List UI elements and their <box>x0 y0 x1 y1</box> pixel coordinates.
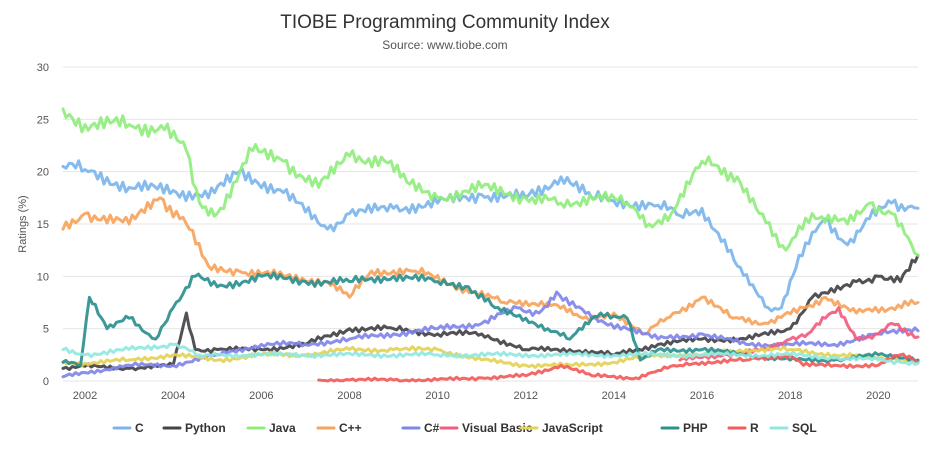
y-tick-label: 25 <box>37 114 49 126</box>
x-tick-label: 2008 <box>337 390 361 402</box>
x-tick-label: 2010 <box>425 390 449 402</box>
legend-label: PHP <box>683 421 708 435</box>
legend-item-r[interactable]: R <box>727 421 759 435</box>
x-tick-label: 2018 <box>778 390 802 402</box>
y-axis-ticks: 0 5 10 15 20 25 30 <box>37 62 49 388</box>
legend-label: Visual Basic <box>462 421 533 435</box>
x-tick-label: 2012 <box>514 390 538 402</box>
legend-item-javascript[interactable]: JavaScript <box>519 421 603 435</box>
legend-item-python[interactable]: Python <box>162 421 226 435</box>
legend-item-c-[interactable]: C++ <box>316 421 362 435</box>
chart-title: TIOBE Programming Community Index <box>280 12 610 33</box>
series-line-c[interactable] <box>61 159 920 313</box>
y-tick-label: 15 <box>37 219 49 231</box>
y-tick-label: 0 <box>43 376 49 388</box>
legend-label: C++ <box>339 421 362 435</box>
x-tick-label: 2016 <box>690 390 714 402</box>
series-lines <box>61 107 920 383</box>
series-line-python[interactable] <box>61 253 920 372</box>
legend: C Python Java C++ C# Visual Basic JavaScript PH… <box>112 421 817 435</box>
y-axis-label: Ratings (%) <box>17 195 29 252</box>
x-tick-label: 2020 <box>866 390 890 402</box>
y-tick-label: 30 <box>37 62 49 74</box>
legend-item-c[interactable]: C <box>112 421 144 435</box>
chart-subtitle: Source: www.tiobe.com <box>382 38 507 52</box>
legend-item-java[interactable]: Java <box>246 421 296 435</box>
y-tick-label: 10 <box>37 271 49 283</box>
y-tick-label: 5 <box>43 324 49 336</box>
legend-item-c-[interactable]: C# <box>401 421 440 435</box>
series-line-r[interactable] <box>317 352 920 383</box>
legend-label: C <box>135 421 144 435</box>
legend-label: C# <box>424 421 440 435</box>
x-tick-label: 2004 <box>161 390 185 402</box>
legend-label: Python <box>185 421 226 435</box>
legend-label: Java <box>269 421 296 435</box>
legend-item-php[interactable]: PHP <box>660 421 708 435</box>
series-line-c-[interactable] <box>61 196 920 336</box>
legend-item-sql[interactable]: SQL <box>769 421 817 435</box>
series-line-java[interactable] <box>61 107 920 257</box>
x-tick-label: 2006 <box>249 390 273 402</box>
x-tick-label: 2002 <box>73 390 97 402</box>
x-axis-ticks: 2002 2004 2006 2008 2010 2012 2014 2016 2018 2020 <box>73 390 891 402</box>
y-tick-label: 20 <box>37 167 49 179</box>
series-line-sql[interactable] <box>61 342 920 366</box>
series-line-javascript[interactable] <box>61 345 920 369</box>
legend-label: R <box>750 421 759 435</box>
series-line-visual-basic[interactable] <box>678 306 920 362</box>
grid-lines <box>63 66 918 382</box>
legend-label: SQL <box>792 421 817 435</box>
legend-label: JavaScript <box>542 421 603 435</box>
legend-item-visual-basic[interactable]: Visual Basic <box>439 421 533 435</box>
x-tick-label: 2014 <box>602 390 626 402</box>
